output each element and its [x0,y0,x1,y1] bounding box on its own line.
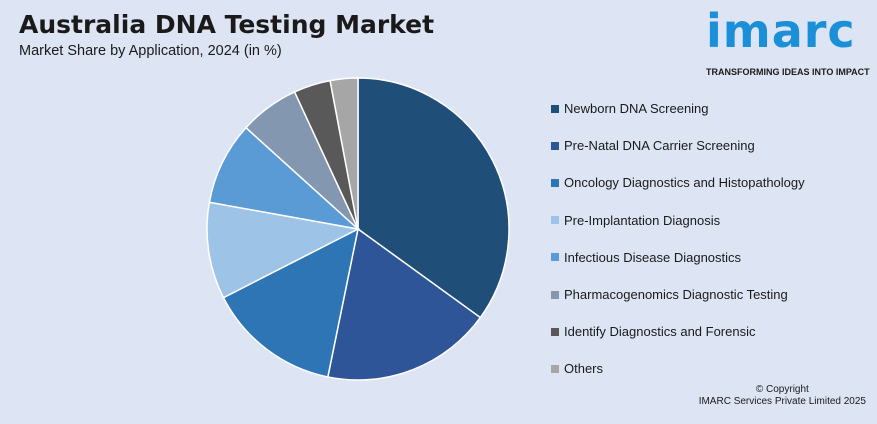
legend-label: Others [564,361,604,377]
legend-item: Others [551,350,805,387]
legend-swatch [551,253,559,262]
imarc-logo: imarc TRANSFORMING IDEAS INTO IMPACT [700,4,870,78]
copyright-line-1: © Copyright [755,384,809,395]
copyright-line-2: IMARC Services Private Limited 2025 [698,396,866,407]
legend-item: Pre-Implantation Diagnosis [551,202,805,239]
legend-swatch [551,141,559,150]
legend-label: Pre-Natal DNA Carrier Screening [564,138,755,154]
legend-item: Pharmacogenomics Diagnostic Testing [551,276,805,313]
legend-swatch [551,327,559,336]
legend-label: Infectious Disease Diagnostics [564,249,742,265]
chart-legend: Newborn DNA Screening Pre-Natal DNA Carri… [551,90,805,388]
pie-slice-8 [329,77,359,230]
legend-label: Identify Diagnostics and Forensic [564,324,756,340]
legend-label: Pre-Implantation Diagnosis [564,212,721,228]
legend-label: Newborn DNA Screening [564,101,709,117]
legend-label: Oncology Diagnostics and Histopathology [564,175,805,191]
pie-slice-5 [208,126,361,231]
legend-item: Oncology Diagnostics and Histopathology [551,164,805,201]
legend-swatch [551,104,559,113]
legend-swatch [551,290,559,299]
legend-swatch [551,216,559,225]
legend-item: Pre-Natal DNA Carrier Screening [551,127,805,164]
legend-item: Infectious Disease Diagnostics [551,239,805,276]
legend-item: Newborn DNA Screening [551,90,805,127]
logo-wordmark: imarc [706,4,856,58]
pie-slice-1 [357,77,510,319]
chart-subtitle: Market Share by Application, 2024 (in %) [19,43,282,59]
logo-tagline: TRANSFORMING IDEAS INTO IMPACT [706,67,870,77]
legend-swatch [551,364,559,373]
pie-slice-2 [326,227,482,381]
legend-item: Identify Diagnostics and Forensic [551,313,805,350]
legend-label: Pharmacogenomics Diagnostic Testing [564,287,788,303]
pie-slice-3 [222,227,360,378]
copyright-notice: © Copyright IMARC Services Private Limit… [699,384,866,408]
chart-title: Australia DNA Testing Market [19,10,435,39]
legend-swatch [551,178,559,187]
pie-slice-4 [206,201,361,299]
